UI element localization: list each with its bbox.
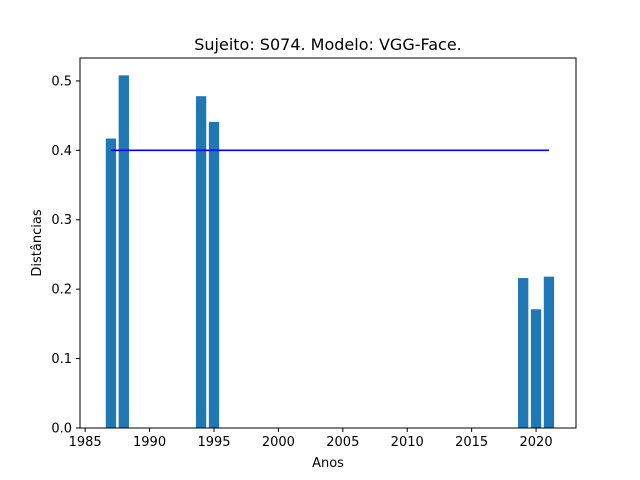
x-tick-label: 2010 xyxy=(391,435,424,450)
bar-2019 xyxy=(518,278,529,428)
x-axis-label: Anos xyxy=(312,456,344,471)
x-axis-ticks: 1985 1990 1995 2000 2005 2010 2015 2020 xyxy=(69,428,553,450)
plot-frame xyxy=(79,57,577,429)
x-tick-label: 1990 xyxy=(133,435,166,450)
x-tick-label: 2005 xyxy=(326,435,359,450)
y-axis-ticks: 0.0 0.1 0.2 0.3 0.4 0.5 xyxy=(51,74,80,437)
x-tick-label: 2000 xyxy=(262,435,295,450)
bars-group xyxy=(105,75,555,428)
x-tick-label: 2020 xyxy=(520,435,553,450)
bar-1988 xyxy=(118,75,129,428)
y-tick-label: 0.0 xyxy=(51,422,72,437)
bar-2020 xyxy=(530,309,542,428)
bar-1987 xyxy=(105,138,117,428)
x-tick-label: 1985 xyxy=(69,435,102,450)
chart-title: Sujeito: S074. Modelo: VGG-Face. xyxy=(194,35,462,54)
y-axis-label: Distâncias xyxy=(30,209,45,276)
x-tick-label: 1995 xyxy=(197,435,230,450)
y-tick-label: 0.2 xyxy=(51,283,72,298)
y-tick-label: 0.5 xyxy=(51,74,72,89)
bar-2021 xyxy=(543,276,555,428)
x-tick-label: 2015 xyxy=(455,435,488,450)
y-tick-label: 0.4 xyxy=(51,144,72,159)
y-tick-label: 0.1 xyxy=(51,352,72,367)
bar-1995 xyxy=(208,121,220,428)
y-tick-label: 0.3 xyxy=(51,213,72,228)
bar-1994 xyxy=(195,96,207,428)
